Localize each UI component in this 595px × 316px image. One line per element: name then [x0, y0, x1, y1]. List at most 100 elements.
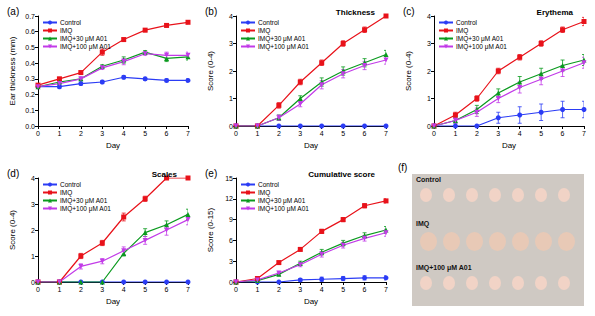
svg-text:3: 3	[427, 40, 431, 47]
svg-text:4: 4	[122, 130, 126, 137]
svg-text:Day: Day	[106, 141, 120, 150]
svg-text:IMQ+30 μM A01: IMQ+30 μM A01	[60, 197, 108, 205]
svg-text:(b): (b)	[205, 6, 217, 17]
svg-text:6: 6	[363, 130, 367, 137]
svg-text:Thickness: Thickness	[336, 8, 376, 17]
svg-text:Day: Day	[106, 297, 120, 306]
svg-text:7: 7	[384, 286, 388, 293]
svg-text:(a): (a)	[7, 6, 19, 17]
svg-text:0: 0	[229, 123, 233, 130]
svg-text:6: 6	[165, 130, 169, 137]
svg-text:Day: Day	[304, 297, 318, 306]
svg-text:Score (0-4): Score (0-4)	[8, 210, 17, 250]
svg-text:4: 4	[427, 13, 431, 20]
svg-text:IMQ+30 μM A01: IMQ+30 μM A01	[258, 35, 306, 43]
svg-text:0.5: 0.5	[25, 44, 35, 51]
svg-text:2: 2	[427, 68, 431, 75]
svg-text:5: 5	[539, 130, 543, 137]
svg-text:15: 15	[225, 175, 233, 182]
svg-text:5: 5	[143, 130, 147, 137]
svg-text:12: 12	[225, 195, 233, 202]
svg-text:IMQ+100 μM A01: IMQ+100 μM A01	[258, 205, 309, 213]
svg-text:Erythema: Erythema	[537, 8, 574, 17]
svg-text:IMQ+100 μM A01: IMQ+100 μM A01	[258, 43, 309, 51]
svg-text:6: 6	[561, 130, 565, 137]
svg-text:2: 2	[277, 130, 281, 137]
svg-text:6: 6	[229, 237, 233, 244]
svg-text:Day: Day	[304, 141, 318, 150]
svg-text:2: 2	[229, 68, 233, 75]
svg-text:6: 6	[165, 286, 169, 293]
svg-text:IMQ+30 μM A01: IMQ+30 μM A01	[456, 35, 504, 43]
svg-text:6: 6	[363, 286, 367, 293]
svg-text:IMQ+30 μM A01: IMQ+30 μM A01	[258, 197, 306, 205]
svg-text:0.6: 0.6	[25, 28, 35, 35]
svg-text:IMQ+30 μM A01: IMQ+30 μM A01	[60, 35, 108, 43]
svg-text:4: 4	[518, 130, 522, 137]
svg-text:1: 1	[57, 130, 61, 137]
svg-text:0: 0	[432, 130, 436, 137]
svg-text:0.4: 0.4	[25, 60, 35, 67]
svg-text:4: 4	[31, 175, 35, 182]
svg-text:2: 2	[31, 227, 35, 234]
svg-text:0: 0	[234, 130, 238, 137]
svg-text:Score (0-15): Score (0-15)	[206, 207, 215, 252]
svg-text:1: 1	[255, 286, 259, 293]
svg-text:3: 3	[298, 286, 302, 293]
svg-text:Ear thickness (mm): Ear thickness (mm)	[8, 36, 17, 105]
svg-text:0.0: 0.0	[25, 123, 35, 130]
svg-text:Cumulative score: Cumulative score	[308, 170, 375, 179]
svg-text:0.2: 0.2	[25, 91, 35, 98]
svg-text:IMQ+100 μM A01: IMQ+100 μM A01	[60, 205, 111, 213]
svg-text:2: 2	[475, 130, 479, 137]
svg-text:IMQ: IMQ	[60, 189, 72, 197]
svg-text:IMQ: IMQ	[456, 27, 468, 35]
svg-text:4: 4	[229, 13, 233, 20]
svg-text:IMQ+100 μM A01: IMQ+100 μM A01	[456, 43, 507, 51]
svg-text:Control: Control	[258, 19, 280, 26]
svg-text:0: 0	[229, 279, 233, 286]
svg-text:5: 5	[341, 286, 345, 293]
svg-text:3: 3	[496, 130, 500, 137]
svg-text:IMQ: IMQ	[60, 27, 72, 35]
svg-text:4: 4	[320, 286, 324, 293]
svg-text:IMQ: IMQ	[258, 27, 270, 35]
svg-text:Control: Control	[60, 19, 82, 26]
svg-text:7: 7	[186, 286, 190, 293]
svg-text:0.1: 0.1	[25, 107, 35, 114]
svg-text:IMQ: IMQ	[258, 189, 270, 197]
svg-text:3: 3	[229, 258, 233, 265]
svg-text:(c): (c)	[403, 6, 415, 17]
svg-text:1: 1	[255, 130, 259, 137]
svg-text:1: 1	[453, 130, 457, 137]
svg-text:1: 1	[31, 253, 35, 260]
svg-text:2: 2	[277, 286, 281, 293]
svg-text:Scales: Scales	[152, 170, 178, 179]
svg-text:0: 0	[427, 123, 431, 130]
svg-text:3: 3	[298, 130, 302, 137]
svg-text:Control: Control	[60, 181, 82, 188]
svg-text:Control: Control	[258, 181, 280, 188]
svg-text:7: 7	[582, 130, 586, 137]
svg-text:0: 0	[31, 279, 35, 286]
svg-text:7: 7	[186, 130, 190, 137]
svg-text:9: 9	[229, 216, 233, 223]
svg-text:4: 4	[320, 130, 324, 137]
svg-text:IMQ+100 μM A01: IMQ+100 μM A01	[60, 43, 111, 51]
svg-text:0: 0	[36, 286, 40, 293]
svg-text:Control: Control	[456, 19, 478, 26]
svg-text:0: 0	[234, 286, 238, 293]
svg-text:1: 1	[57, 286, 61, 293]
svg-text:Score (0-4): Score (0-4)	[404, 51, 413, 91]
svg-text:0: 0	[36, 130, 40, 137]
svg-text:2: 2	[79, 130, 83, 137]
svg-text:4: 4	[122, 286, 126, 293]
svg-text:1: 1	[427, 95, 431, 102]
svg-text:3: 3	[100, 130, 104, 137]
svg-text:Score (0-4): Score (0-4)	[206, 51, 215, 91]
svg-text:(d): (d)	[7, 168, 19, 179]
svg-text:Day: Day	[502, 141, 516, 150]
svg-text:5: 5	[341, 130, 345, 137]
svg-text:0.3: 0.3	[25, 75, 35, 82]
svg-text:(e): (e)	[205, 168, 217, 179]
